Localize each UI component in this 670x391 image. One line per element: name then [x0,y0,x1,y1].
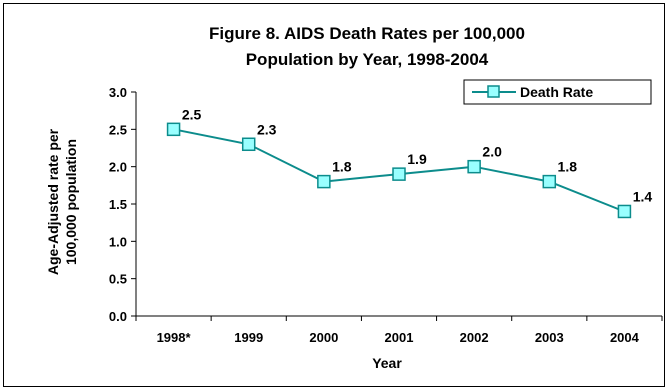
series-death-rate: 2.5 2.3 1.8 1.9 2.0 1.8 1.4 [166,106,653,219]
data-label-0: 2.5 [182,106,202,122]
data-point-1 [241,137,256,152]
x-tick-label-3: 2001 [385,330,414,345]
x-tick-label-0: 1998* [157,330,192,345]
chart-frame [3,3,665,387]
data-point-6 [617,204,632,219]
y-tick-label-6: 3.0 [109,85,127,100]
data-label-6: 1.4 [633,188,653,204]
legend: Death Rate [463,79,652,105]
x-tick-label-5: 2003 [535,330,564,345]
data-label-4: 2.0 [482,144,502,160]
x-tick-label-2: 2000 [309,330,338,345]
data-point-3 [392,167,406,181]
x-axis-label: Year [372,355,402,371]
y-tick-label-4: 2.0 [109,160,127,175]
data-label-1: 2.3 [257,121,277,137]
y-ticks: 0.0 0.5 1.0 1.5 2.0 2.5 3.0 [109,85,136,324]
y-tick-label-2: 1.0 [109,234,127,249]
y-tick-label-0: 0.0 [109,309,127,324]
chart-title-line2: Population by Year, 1998-2004 [246,50,489,69]
x-tick-label-6: 2004 [610,330,640,345]
data-point-2 [317,174,331,189]
data-point-0 [166,122,181,137]
data-point-5 [542,174,557,189]
y-axis-label-line2: 100,000 population [63,139,79,265]
y-tick-label-5: 2.5 [109,122,127,137]
data-label-5: 1.8 [558,159,578,175]
data-label-2: 1.8 [332,159,352,175]
x-tick-label-4: 2002 [460,330,489,345]
y-tick-label-3: 1.5 [109,197,127,212]
chart-title-line1: Figure 8. AIDS Death Rates per 100,000 [209,24,525,43]
data-point-4 [467,159,481,174]
legend-label-death-rate: Death Rate [520,84,593,100]
x-tick-label-1: 1999 [234,330,263,345]
legend-marker-swatch [487,85,500,98]
data-label-3: 1.9 [407,151,427,167]
x-ticks: 1998* 1999 2000 2001 2002 2003 2004 [135,316,663,345]
y-axis-label-line1: Age-Adjusted rate per [45,128,61,275]
y-tick-label-1: 0.5 [109,272,127,287]
